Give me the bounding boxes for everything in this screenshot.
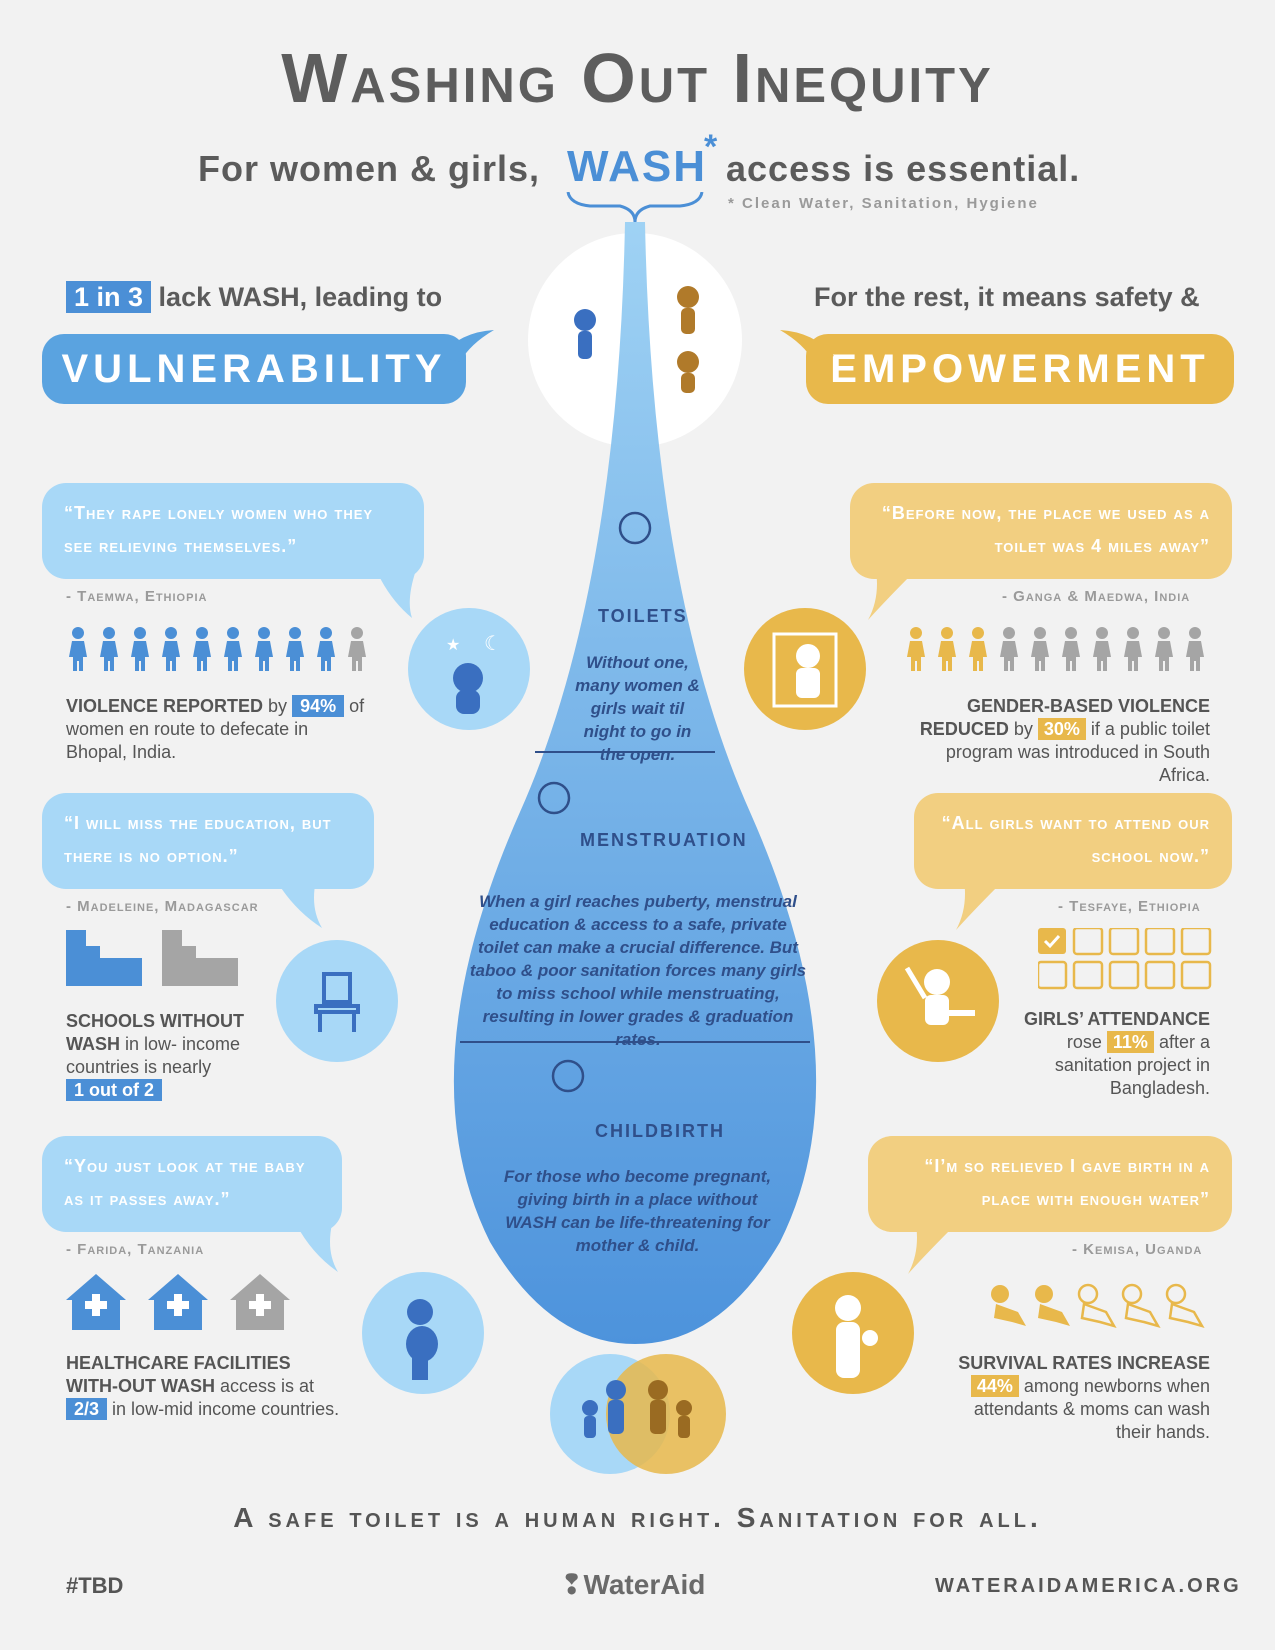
wateraid-logo: ❢WaterAid: [560, 1569, 706, 1600]
website-url[interactable]: WATERAIDAMERICA.ORG: [935, 1575, 1242, 1597]
attendance-percent-tag: 11%: [1106, 1031, 1154, 1053]
violence-fact: VIOLENCE REPORTED by 94% of women en rou…: [66, 695, 366, 764]
lack-wash-text: lack WASH, leading to: [158, 282, 443, 312]
survival-fact: SURVIVAL RATES INCREASE 44% among newborn…: [950, 1352, 1210, 1444]
bubble-tail: [908, 1224, 956, 1274]
survival-fact-bold: SURVIVAL RATES INCREASE: [958, 1353, 1210, 1373]
pregnant-woman-circle: [362, 1272, 484, 1394]
night-girl-icon: ★ ☾: [446, 633, 502, 714]
quote-bubble-madeleine: “I will miss the education, but there is…: [42, 793, 374, 889]
childbirth-text: For those who become pregnant, giving bi…: [503, 1167, 772, 1255]
subtitle-pre: For women & girls,: [198, 148, 541, 189]
quote-bubble-kemisa: “I’m so relieved I gave birth in a place…: [868, 1136, 1232, 1232]
quote-bubble-ganga: “Before now, the place we used as a toil…: [850, 483, 1232, 579]
wash-footnote: * Clean Water, Sanitation, Hygiene: [728, 195, 1039, 212]
toilets-heading: TOILETS: [598, 606, 688, 626]
toilet-girl-circle: [744, 608, 866, 730]
healthcare-fraction-tag: 2/3: [66, 1398, 108, 1420]
newborn-baby-icons: [991, 1283, 1205, 1329]
lack-wash-stat: 1 in 3 lack WASH, leading to: [66, 281, 443, 313]
violence-people-icons: [69, 627, 366, 671]
attendance-fact-rest: after a sanitation project in Bangladesh…: [1054, 1032, 1210, 1098]
schools-fact-rest: in low- income countries is nearly: [66, 1034, 241, 1077]
bubble-tail: [296, 1224, 338, 1272]
healthcare-fact-rest: in low-mid income countries.: [112, 1399, 340, 1419]
violence-fact-by: by: [268, 696, 288, 716]
menstruation-text: When a girl reaches puberty, menstrual e…: [469, 892, 807, 1049]
vulnerability-banner-tail: [440, 330, 494, 362]
attribution-kemisa: - Kemisa, Uganda: [1072, 1241, 1203, 1258]
survival-fact-rest: among newborns when attendants & moms ca…: [973, 1376, 1210, 1442]
attendance-fact-bold: GIRLS’ ATTENDANCE: [1023, 1009, 1210, 1029]
empowerment-banner: EMPOWERMENT: [806, 334, 1234, 404]
gbv-fact-bold: GENDER-BASED VIOLENCE REDUCED: [919, 696, 1210, 739]
gbv-fact-by: by: [1013, 719, 1033, 739]
empowerment-banner-tail: [780, 330, 834, 362]
attribution-ganga: - Ganga & Maedwa, India: [1002, 588, 1191, 605]
school-chair-icon: [314, 972, 360, 1032]
bubble-tail: [956, 880, 1004, 930]
violence-fact-rest: of women en route to defecate in Bhopal,…: [66, 696, 365, 762]
mother-baby-circle: [792, 1272, 914, 1394]
healthcare-fact-mid: access is at: [220, 1376, 315, 1396]
schools-fact: SCHOOLS WITHOUT WASH in low- income coun…: [66, 1010, 266, 1102]
pregnant-woman-icon: [406, 1299, 438, 1380]
attendance-fact: GIRLS’ ATTENDANCE rose 11% after a sanita…: [990, 1008, 1210, 1100]
svg-text:☾: ☾: [484, 633, 502, 655]
schools-fact-bold: SCHOOLS WITHOUT WASH: [66, 1011, 244, 1054]
attribution-taemwa: - Taemwa, Ethiopia: [66, 588, 208, 605]
toilets-text: Without one, many women & girls wait til…: [575, 653, 700, 764]
closing-tagline: A safe toilet is a human right. Sanitati…: [233, 1502, 1042, 1533]
attribution-tesfaye: - Tesfaye, Ethiopia: [1058, 898, 1201, 915]
one-in-three-tag: 1 in 3: [66, 281, 152, 313]
wateraid-logo-text: WaterAid: [583, 1569, 706, 1600]
school-chair-circle: [276, 940, 398, 1062]
family-venn-icon: [550, 1354, 726, 1474]
childbirth-heading: CHILDBIRTH: [595, 1121, 725, 1141]
attribution-farida: - Farida, Tanzania: [66, 1241, 205, 1258]
attendance-fact-pre: rose: [1066, 1032, 1102, 1052]
quote-bubble-tesfaye: “All girls want to attend our school now…: [914, 793, 1232, 889]
mother-baby-icon: [835, 1295, 878, 1378]
wash-asterisk: *: [704, 128, 718, 166]
student-girl-circle: [877, 940, 999, 1062]
quote-bubble-farida: “You just look at the baby as it passes …: [42, 1136, 342, 1232]
attribution-madeleine: - Madeleine, Madagascar: [66, 898, 259, 915]
hashtag: #TBD: [66, 1573, 124, 1598]
hospital-icons: [66, 1274, 290, 1330]
subtitle-post: access is essential.: [726, 148, 1081, 189]
wash-label: WASH: [567, 142, 707, 191]
page-title: Washing Out Inequity: [281, 39, 994, 117]
vulnerability-banner: VULNERABILITY: [42, 334, 466, 404]
bubble-tail: [276, 880, 322, 928]
night-girl-circle: ★ ☾: [408, 608, 530, 730]
violence-fact-bold: VIOLENCE REPORTED: [66, 696, 264, 716]
gbv-percent-tag: 30%: [1037, 718, 1086, 740]
gbv-fact: GENDER-BASED VIOLENCE REDUCED by 30% if …: [900, 695, 1210, 787]
svg-text:★: ★: [446, 637, 460, 654]
people-icon: [574, 286, 699, 393]
healthcare-fact-bold: HEALTHCARE FACILITIES WITH-OUT WASH: [66, 1353, 291, 1396]
bubble-tail: [376, 570, 416, 618]
attendance-checkbox-icons: [1038, 928, 1212, 990]
menstruation-heading: MENSTRUATION: [580, 830, 748, 850]
school-icons: [66, 930, 238, 986]
survival-percent-tag: 44%: [970, 1375, 1019, 1397]
quote-bubble-taemwa: “They rape lonely women who they see rel…: [42, 483, 424, 579]
gbv-people-icons: [907, 627, 1204, 671]
bubble-tail: [868, 570, 916, 620]
safety-text: For the rest, it means safety &: [814, 282, 1200, 312]
healthcare-fact: HEALTHCARE FACILITIES WITH-OUT WASH acce…: [66, 1352, 346, 1421]
schools-fraction-tag: 1 out of 2: [66, 1079, 162, 1101]
violence-percent-tag: 94%: [292, 695, 345, 717]
toilet-girl-icon: [772, 632, 838, 708]
student-girl-icon: [904, 966, 975, 1025]
gbv-fact-rest: if a public toilet program was introduce…: [945, 719, 1210, 785]
